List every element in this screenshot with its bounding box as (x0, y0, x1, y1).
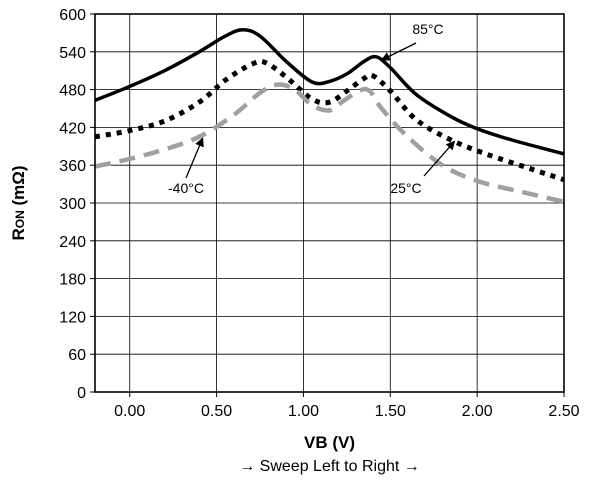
x-tick-label: 2.00 (462, 403, 493, 420)
series-lines (94, 28, 565, 204)
y-tick-label: 540 (59, 45, 86, 62)
series-annotation-label: 85°C (412, 21, 443, 37)
series-annotation-label: -40°C (168, 180, 204, 196)
y-tick-label: 120 (59, 309, 86, 326)
x-tick-label: 0.50 (201, 403, 232, 420)
x-axis-label: VB (V) (304, 433, 355, 452)
tick-labels: 0.00 0.50 1.00 1.50 2.00 2.50 0 60 120 180 240 300 3… (59, 7, 579, 420)
y-axis-label: RON (mΩ) (9, 165, 28, 240)
x-tick-label: 1.00 (288, 403, 319, 420)
y-axis-label-main: R (9, 228, 28, 240)
y-tick-label: 180 (59, 272, 86, 289)
x-tick-label: 0.00 (114, 403, 145, 420)
sweep-direction-note: → Sweep Left to Right → (239, 458, 420, 475)
x-tick-label: 1.50 (375, 403, 406, 420)
y-tick-label: 60 (68, 347, 86, 364)
y-tick-label: 360 (59, 158, 86, 175)
y-tick-label: 0 (77, 385, 86, 402)
series-line (94, 28, 565, 156)
annotations: 85°C 25°C -40°C (168, 21, 456, 196)
y-tick-label: 600 (59, 7, 86, 24)
x-tick-label: 2.50 (548, 403, 579, 420)
y-tick-label: 300 (59, 196, 86, 213)
y-axis-label-sub: ON (13, 210, 27, 228)
y-tick-label: 240 (59, 234, 86, 251)
series-line (94, 58, 565, 183)
y-tick-label: 420 (59, 120, 86, 137)
annotation-arrow (423, 140, 456, 177)
series-annotation-label: 25°C (390, 180, 421, 196)
y-axis-label-unit: (mΩ) (9, 165, 28, 210)
annotation-arrow (185, 137, 204, 179)
series-line (94, 82, 565, 204)
y-tick-label: 480 (59, 83, 86, 100)
annotation-arrow (380, 42, 417, 61)
